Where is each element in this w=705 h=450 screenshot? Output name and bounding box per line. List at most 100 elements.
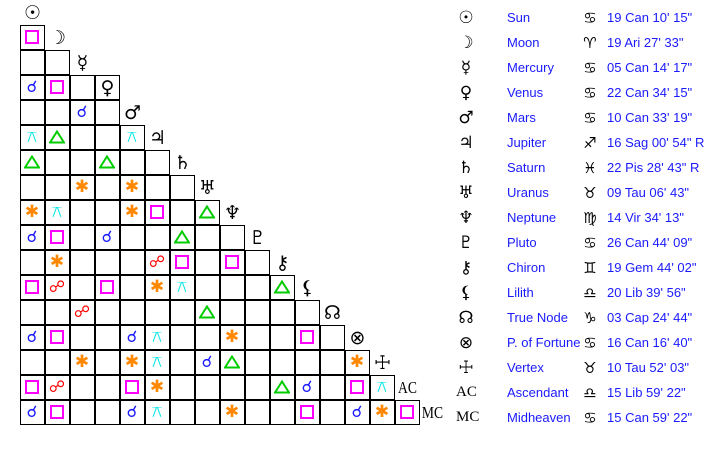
sextile-icon: ✱: [224, 326, 240, 347]
pluto-icon: ♇: [248, 226, 267, 249]
quincunx-icon: ⚻: [376, 377, 388, 396]
aspect-cell: ⚻: [144, 349, 170, 375]
opposition-icon: ☍: [148, 252, 166, 271]
zodiac-sign-icon: ♈: [583, 33, 597, 52]
jupiter-icon: ♃: [458, 132, 474, 153]
aspect-cell: [219, 374, 245, 400]
aspect-cell: [44, 149, 70, 175]
sextile-icon: ✱: [74, 351, 90, 372]
aspect-cell: [269, 399, 295, 425]
mercury-icon: ☿: [76, 51, 89, 74]
planet-row-mars: ♂ Mars ♋ 10 Can 33' 19": [450, 105, 705, 130]
sextile-icon: ✱: [74, 176, 90, 197]
planet-position: 16 Sag 00' 54" R: [607, 135, 705, 150]
p-of-fortune-icon: ⊗: [458, 332, 474, 353]
aspect-cell: [94, 399, 120, 425]
aspect-cell: [44, 49, 70, 75]
aspect-cell: ✱: [69, 349, 95, 375]
aspect-cell: [94, 99, 120, 125]
aspect-cell: ⚻: [144, 399, 170, 425]
aspect-cell: [244, 249, 270, 275]
aspect-cell: [169, 324, 195, 350]
aspect-cell: [244, 399, 270, 425]
square-icon: [100, 280, 114, 294]
planet-name: Pluto: [507, 235, 537, 250]
aspect-cell: [119, 249, 145, 275]
venus-icon: ♀: [100, 76, 115, 99]
planet-position: 03 Cap 24' 44": [607, 310, 693, 325]
chiron-icon: ⚷: [275, 251, 290, 274]
aspect-cell: [19, 349, 45, 375]
aspect-cell: [94, 299, 120, 325]
planet-position: 15 Lib 59' 22": [607, 385, 686, 400]
lilith-icon: ⚸: [300, 276, 315, 299]
aspect-cell: ☌: [19, 224, 45, 250]
quincunx-icon: ⚻: [151, 352, 163, 371]
square-icon: [150, 205, 164, 219]
aspect-cell: [219, 349, 245, 375]
aspect-cell: [269, 349, 295, 375]
aspect-cell: ✱: [69, 174, 95, 200]
aspect-cell: ⚻: [369, 374, 395, 400]
planet-name: Sun: [507, 10, 531, 25]
conjunction-icon: ☌: [26, 327, 38, 346]
quincunx-icon: ⚻: [151, 327, 163, 346]
conjunction-icon: ☌: [26, 227, 38, 246]
planet-row-jupiter: ♃ Jupiter ♐ 16 Sag 00' 54" R: [450, 130, 705, 155]
aspect-cell: [169, 374, 195, 400]
sextile-icon: ✱: [224, 401, 240, 422]
sextile-icon: ✱: [149, 276, 165, 297]
planet-row-pluto: ♇ Pluto ♋ 26 Can 44' 09": [450, 230, 705, 255]
aspect-cell: ✱: [44, 249, 70, 275]
aspect-cell: [69, 374, 95, 400]
aspect-cell: ☌: [294, 374, 320, 400]
aspect-cell: [19, 24, 45, 50]
aspect-cell: [44, 124, 70, 150]
aspect-cell: ✱: [219, 324, 245, 350]
aspect-cell: ✱: [119, 199, 145, 225]
aspect-cell: [244, 274, 270, 300]
chiron-icon: ⚷: [459, 257, 473, 278]
aspect-cell: [194, 274, 220, 300]
mars-icon: ♂: [458, 107, 474, 128]
aspect-cell: ⚻: [144, 324, 170, 350]
planet-name: Ascendant: [507, 385, 569, 400]
trine-icon: [24, 155, 40, 169]
zodiac-sign-icon: ♍: [583, 208, 597, 227]
planet-row-neptune: ♆ Neptune ♍ 14 Vir 34' 13": [450, 205, 705, 230]
trine-icon: [99, 155, 115, 169]
square-icon: [400, 405, 414, 419]
aspect-cell: [319, 324, 345, 350]
aspect-cell: [119, 374, 145, 400]
aspect-cell: [219, 224, 245, 250]
midheaven-icon: MC: [421, 402, 444, 422]
aspect-cell: [69, 224, 95, 250]
trine-icon: [49, 130, 65, 144]
aspect-cell: [69, 324, 95, 350]
moon-icon: ☽: [458, 32, 474, 53]
aspect-cell: ✱: [119, 174, 145, 200]
sextile-icon: ✱: [124, 351, 140, 372]
aspect-cell: [69, 274, 95, 300]
aspect-cell: [394, 399, 420, 425]
planet-name: Uranus: [507, 185, 549, 200]
aspect-cell: [94, 374, 120, 400]
square-icon: [50, 330, 64, 344]
planet-position: 15 Can 59' 22": [607, 410, 693, 425]
zodiac-sign-icon: ♎: [583, 283, 597, 302]
aspect-cell: [319, 399, 345, 425]
planet-row-vertex: ☩ Vertex ♉ 10 Tau 52' 03": [450, 355, 705, 380]
aspect-cell: [244, 324, 270, 350]
aspect-cell: ☌: [19, 74, 45, 100]
aspect-cell: [294, 349, 320, 375]
aspect-cell: [69, 124, 95, 150]
aspect-cell: [119, 149, 145, 175]
trine-icon: [174, 230, 190, 244]
aspect-cell: [169, 349, 195, 375]
quincunx-icon: ⚻: [26, 127, 38, 146]
midheaven-icon: MC: [456, 409, 480, 425]
p-of-fortune-icon: ⊗: [349, 326, 366, 349]
aspect-cell: ☌: [119, 399, 145, 425]
sextile-icon: ✱: [374, 401, 390, 422]
quincunx-icon: ⚻: [51, 202, 63, 221]
